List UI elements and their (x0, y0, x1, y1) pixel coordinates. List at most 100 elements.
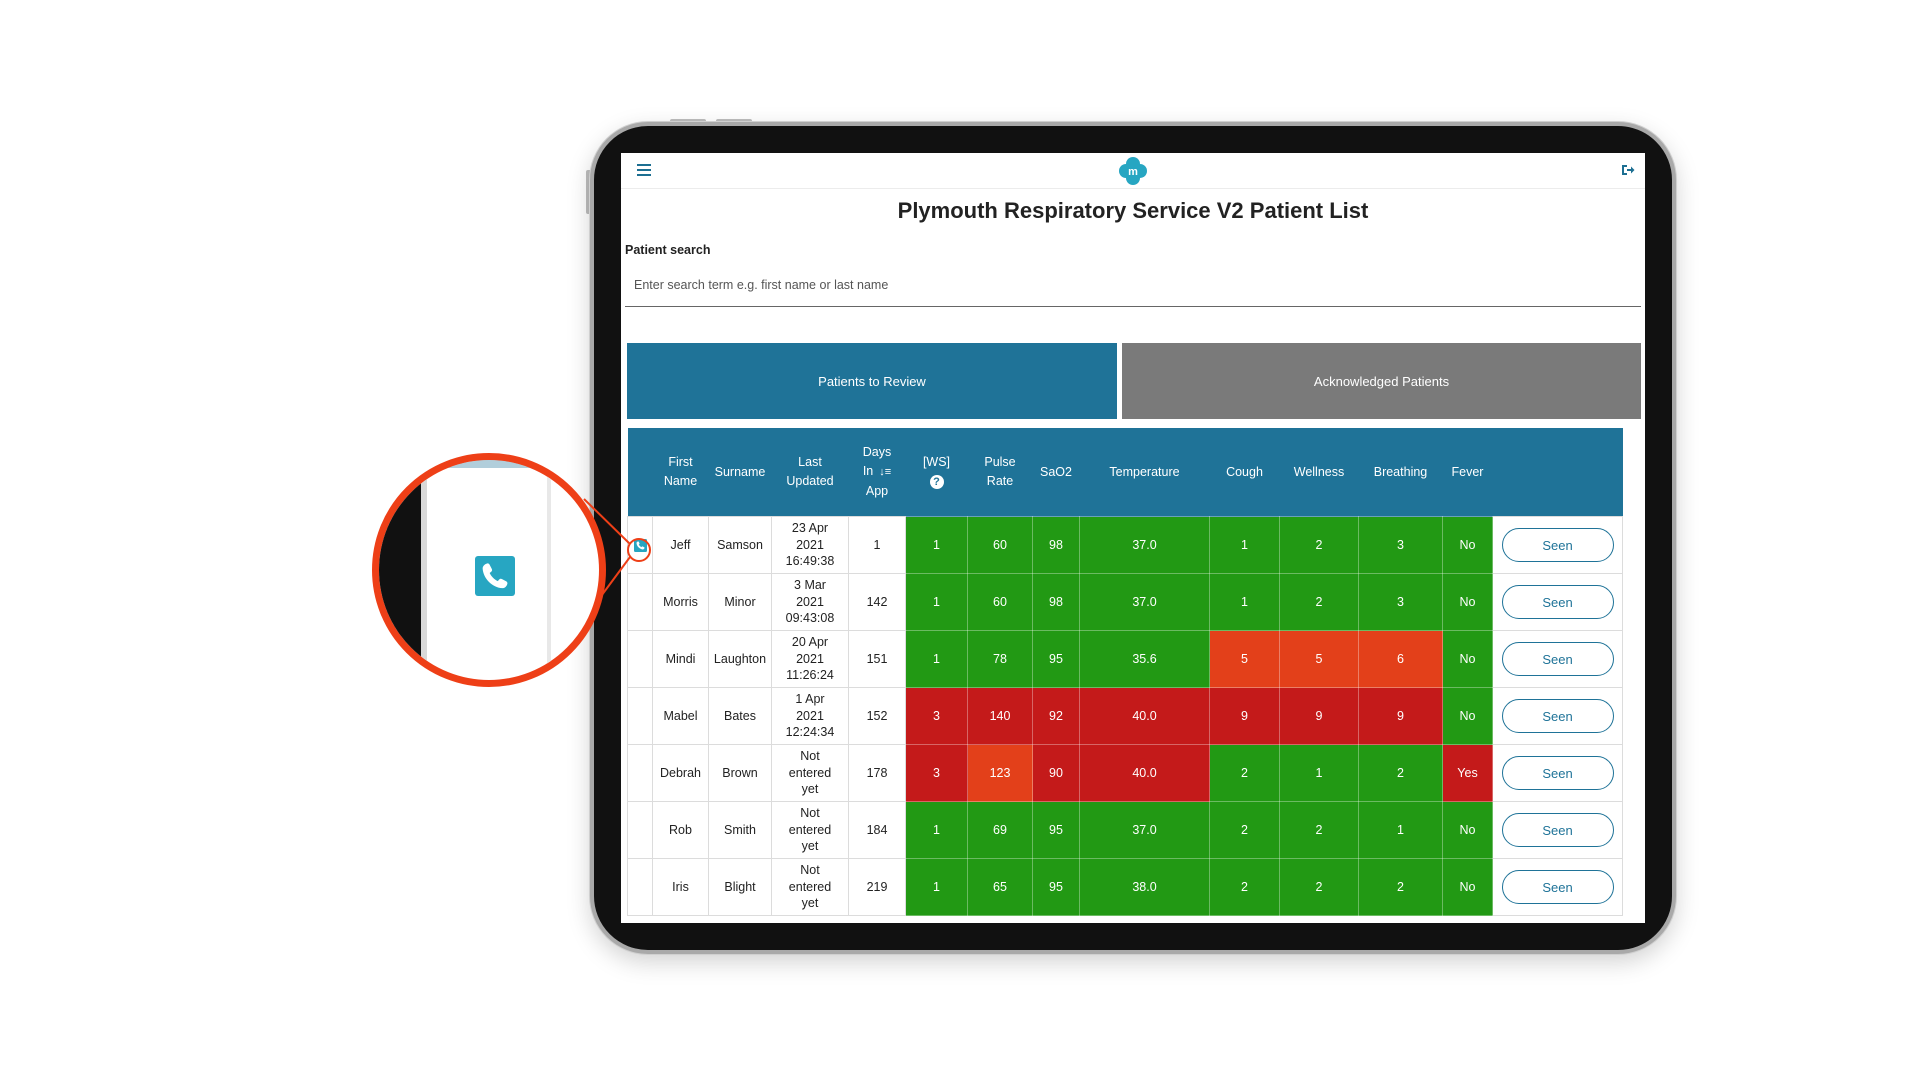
days-in-app-cell: 219 (848, 858, 906, 916)
header-call (627, 428, 653, 517)
surname-cell: Samson (708, 516, 772, 574)
wellness-cell: 5 (1279, 630, 1359, 688)
seen-button[interactable]: Seen (1501, 585, 1614, 619)
seen-cell: Seen (1492, 858, 1623, 916)
fever-cell: Yes (1442, 744, 1493, 802)
wellness-cell: 9 (1279, 687, 1359, 745)
cough-cell: 2 (1209, 744, 1280, 802)
call-cell (627, 858, 653, 916)
callout-magnifier (372, 453, 606, 687)
header-first-name[interactable]: First Name (652, 428, 709, 517)
ws-cell: 1 (905, 858, 968, 916)
medical-cross-logo: m (1119, 157, 1147, 185)
sao2-cell: 95 (1032, 801, 1080, 859)
header-divider (621, 188, 1645, 189)
seen-button[interactable]: Seen (1501, 813, 1614, 847)
last-updated-cell: Not entered yet (771, 801, 849, 859)
days-in-app-cell: 142 (848, 573, 906, 631)
first-name-cell: Iris (652, 858, 709, 916)
seen-button[interactable]: Seen (1501, 528, 1614, 562)
header-cough[interactable]: Cough (1209, 428, 1280, 517)
header-wellness[interactable]: Wellness (1279, 428, 1359, 517)
days-in-app-cell: 178 (848, 744, 906, 802)
wellness-cell: 2 (1279, 573, 1359, 631)
cough-cell: 2 (1209, 801, 1280, 859)
seen-button[interactable]: Seen (1501, 756, 1614, 790)
table-row[interactable]: Morris Minor 3 Mar 2021 09:43:08 142 1 60 98 37.0… (627, 573, 1623, 631)
pulse-rate-cell: 69 (967, 801, 1033, 859)
call-cell (627, 744, 653, 802)
header-last-updated[interactable]: Last Updated (771, 428, 849, 517)
sao2-cell: 95 (1032, 858, 1080, 916)
days-in-app-cell: 184 (848, 801, 906, 859)
cough-cell: 2 (1209, 858, 1280, 916)
last-updated-cell: 3 Mar 2021 09:43:08 (771, 573, 849, 631)
seen-button[interactable]: Seen (1501, 870, 1614, 904)
magnified-cell-border (547, 460, 551, 680)
call-cell (627, 801, 653, 859)
header-surname[interactable]: Surname (708, 428, 772, 517)
breathing-cell: 9 (1358, 687, 1443, 745)
surname-cell: Blight (708, 858, 772, 916)
temperature-cell: 38.0 (1079, 858, 1210, 916)
table-row[interactable]: Debrah Brown Not entered yet 178 3 123 90 40.0 2 1 2… (627, 744, 1623, 802)
first-name-cell: Morris (652, 573, 709, 631)
help-question-icon[interactable]: ? (929, 475, 944, 489)
temperature-cell: 37.0 (1079, 801, 1210, 859)
last-updated-cell: 23 Apr 2021 16:49:38 (771, 516, 849, 574)
seen-cell: Seen (1492, 516, 1623, 574)
breathing-cell: 2 (1358, 858, 1443, 916)
magnified-tablet-bezel (379, 460, 421, 680)
first-name-cell: Rob (652, 801, 709, 859)
header-temperature[interactable]: Temperature (1079, 428, 1210, 517)
power-button (586, 170, 590, 214)
breathing-cell: 1 (1358, 801, 1443, 859)
header-fever[interactable]: Fever (1442, 428, 1493, 517)
last-updated-cell: 1 Apr 2021 12:24:34 (771, 687, 849, 745)
header-days-in-app[interactable]: Days In ↓≡ App (848, 428, 906, 517)
cough-cell: 5 (1209, 630, 1280, 688)
header-sao2[interactable]: SaO2 (1032, 428, 1080, 517)
hamburger-icon[interactable] (637, 164, 651, 176)
ws-cell: 1 (905, 516, 968, 574)
days-in-app-cell: 152 (848, 687, 906, 745)
tab-patients-to-review[interactable]: Patients to Review (627, 343, 1117, 419)
header-pulse-rate[interactable]: Pulse Rate (967, 428, 1033, 517)
table-row[interactable]: Rob Smith Not entered yet 184 1 69 95 37.0 2 2 1 No Se… (627, 801, 1623, 859)
table-row[interactable]: Mabel Bates 1 Apr 2021 12:24:34 152 3 140 92 40.0… (627, 687, 1623, 745)
ws-cell: 3 (905, 687, 968, 745)
first-name-cell: Jeff (652, 516, 709, 574)
cough-cell: 1 (1209, 573, 1280, 631)
fever-cell: No (1442, 801, 1493, 859)
ws-cell: 3 (905, 744, 968, 802)
days-in-app-cell: 1 (848, 516, 906, 574)
table-row[interactable]: Mindi Laughton 20 Apr 2021 11:26:24 151 1 78 95 3… (627, 630, 1623, 688)
seen-cell: Seen (1492, 687, 1623, 745)
breathing-cell: 6 (1358, 630, 1443, 688)
sao2-cell: 92 (1032, 687, 1080, 745)
search-input[interactable] (625, 263, 1641, 307)
table-row[interactable]: Jeff Samson 23 Apr 2021 16:49:38 1 1 60 98 37.0 1 2… (627, 516, 1623, 574)
breathing-cell: 3 (1358, 516, 1443, 574)
last-updated-cell: Not entered yet (771, 744, 849, 802)
header-breathing[interactable]: Breathing (1358, 428, 1443, 517)
tab-acknowledged-patients[interactable]: Acknowledged Patients (1122, 343, 1641, 419)
last-updated-cell: 20 Apr 2021 11:26:24 (771, 630, 849, 688)
sao2-cell: 98 (1032, 516, 1080, 574)
logout-icon[interactable] (1621, 164, 1635, 176)
wellness-cell: 2 (1279, 801, 1359, 859)
seen-button[interactable]: Seen (1501, 699, 1614, 733)
search-label: Patient search (625, 243, 711, 257)
table-row[interactable]: Iris Blight Not entered yet 219 1 65 95 38.0 2 2 2 No… (627, 858, 1623, 916)
fever-cell: No (1442, 630, 1493, 688)
last-updated-cell: Not entered yet (771, 858, 849, 916)
volume-button (716, 119, 752, 123)
seen-button[interactable]: Seen (1501, 642, 1614, 676)
header-ws[interactable]: [WS]? (905, 428, 968, 517)
magnified-screen-edge (421, 460, 427, 680)
sort-descending-icon[interactable]: ↓≡ (879, 466, 892, 478)
table-header-row: First Name Surname Last Updated Days In ↓≡ Ap… (627, 428, 1623, 517)
ws-cell: 1 (905, 630, 968, 688)
first-name-cell: Mindi (652, 630, 709, 688)
patient-table: First Name Surname Last Updated Days In ↓≡ Ap… (627, 428, 1623, 916)
